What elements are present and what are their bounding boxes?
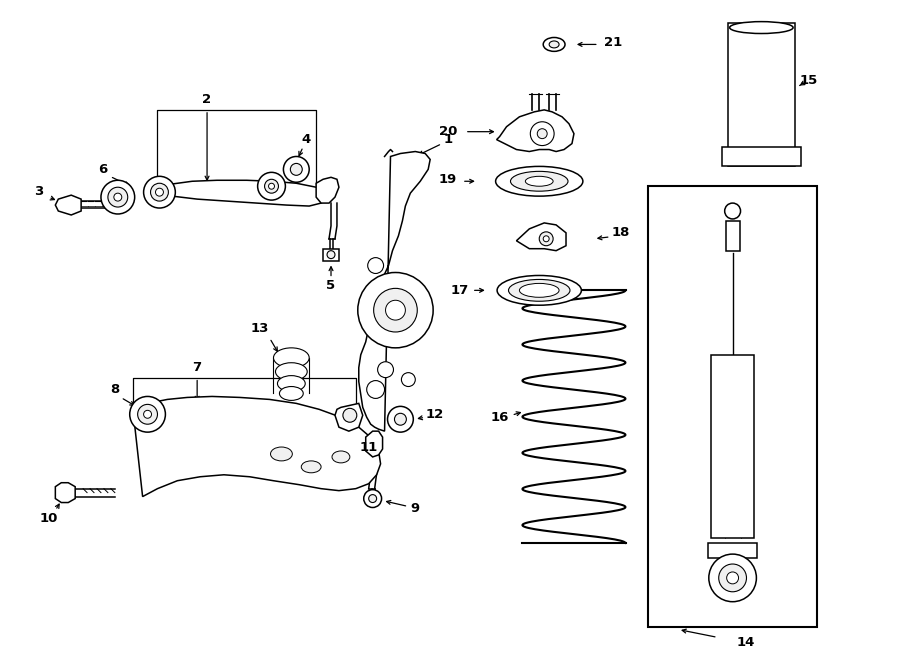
Bar — [727, 22, 795, 167]
Circle shape — [364, 490, 382, 508]
Polygon shape — [55, 195, 81, 215]
Circle shape — [144, 410, 151, 418]
Circle shape — [537, 129, 547, 139]
Circle shape — [374, 288, 418, 332]
Circle shape — [401, 373, 415, 387]
Ellipse shape — [510, 171, 568, 191]
Text: 11: 11 — [360, 440, 378, 453]
Circle shape — [144, 176, 176, 208]
Circle shape — [113, 193, 122, 201]
Circle shape — [368, 258, 383, 274]
Text: 1: 1 — [444, 133, 453, 146]
Circle shape — [265, 179, 278, 193]
Circle shape — [544, 236, 549, 242]
Text: 10: 10 — [40, 512, 58, 525]
Ellipse shape — [275, 363, 307, 381]
Circle shape — [378, 362, 393, 377]
Ellipse shape — [496, 167, 583, 196]
Circle shape — [138, 405, 157, 424]
Circle shape — [291, 163, 302, 175]
Bar — [323, 249, 339, 260]
Circle shape — [369, 494, 376, 502]
Circle shape — [268, 183, 274, 189]
Text: 2: 2 — [202, 93, 211, 106]
Polygon shape — [517, 223, 566, 251]
Circle shape — [108, 187, 128, 207]
Circle shape — [343, 408, 356, 422]
Polygon shape — [132, 397, 381, 496]
Circle shape — [101, 180, 135, 214]
Circle shape — [539, 232, 554, 246]
Text: 13: 13 — [250, 321, 269, 334]
Ellipse shape — [549, 41, 559, 48]
Text: 21: 21 — [605, 36, 623, 49]
Ellipse shape — [508, 280, 570, 301]
Bar — [711, 355, 754, 538]
Polygon shape — [159, 180, 331, 206]
Ellipse shape — [526, 176, 554, 186]
Circle shape — [358, 272, 433, 348]
Ellipse shape — [277, 375, 305, 391]
Text: 19: 19 — [439, 173, 457, 186]
Ellipse shape — [271, 447, 292, 461]
Text: 20: 20 — [439, 125, 457, 138]
Polygon shape — [316, 177, 339, 203]
Text: 18: 18 — [611, 226, 630, 239]
Polygon shape — [359, 151, 430, 431]
Ellipse shape — [497, 276, 581, 305]
Ellipse shape — [302, 461, 321, 473]
Text: 9: 9 — [410, 502, 420, 515]
Circle shape — [388, 407, 413, 432]
Circle shape — [156, 188, 164, 196]
Text: 12: 12 — [426, 408, 445, 421]
Text: 6: 6 — [98, 163, 108, 176]
Text: 8: 8 — [110, 383, 120, 396]
Ellipse shape — [279, 387, 303, 401]
Circle shape — [394, 413, 407, 425]
Text: 7: 7 — [193, 361, 202, 374]
Bar — [707, 543, 758, 558]
Bar — [725, 221, 740, 251]
Bar — [722, 147, 801, 167]
Circle shape — [709, 554, 756, 602]
Circle shape — [366, 381, 384, 399]
Ellipse shape — [519, 284, 559, 297]
Text: 14: 14 — [736, 636, 755, 649]
Ellipse shape — [332, 451, 350, 463]
Text: 5: 5 — [327, 279, 336, 292]
Polygon shape — [497, 110, 574, 151]
Ellipse shape — [730, 22, 793, 34]
Ellipse shape — [544, 38, 565, 52]
Text: 16: 16 — [491, 410, 508, 424]
Circle shape — [385, 300, 405, 320]
Circle shape — [257, 173, 285, 200]
Polygon shape — [55, 483, 76, 502]
Polygon shape — [335, 403, 363, 431]
Circle shape — [150, 183, 168, 201]
Circle shape — [130, 397, 166, 432]
Text: 4: 4 — [302, 133, 310, 146]
Circle shape — [530, 122, 554, 145]
Circle shape — [284, 157, 310, 182]
Bar — [648, 186, 817, 627]
Circle shape — [724, 203, 741, 219]
Polygon shape — [365, 431, 382, 457]
Ellipse shape — [274, 348, 310, 368]
Circle shape — [327, 251, 335, 258]
Text: 17: 17 — [451, 284, 469, 297]
Circle shape — [719, 564, 746, 592]
Text: 3: 3 — [34, 184, 43, 198]
Text: 15: 15 — [800, 73, 818, 87]
Circle shape — [726, 572, 739, 584]
